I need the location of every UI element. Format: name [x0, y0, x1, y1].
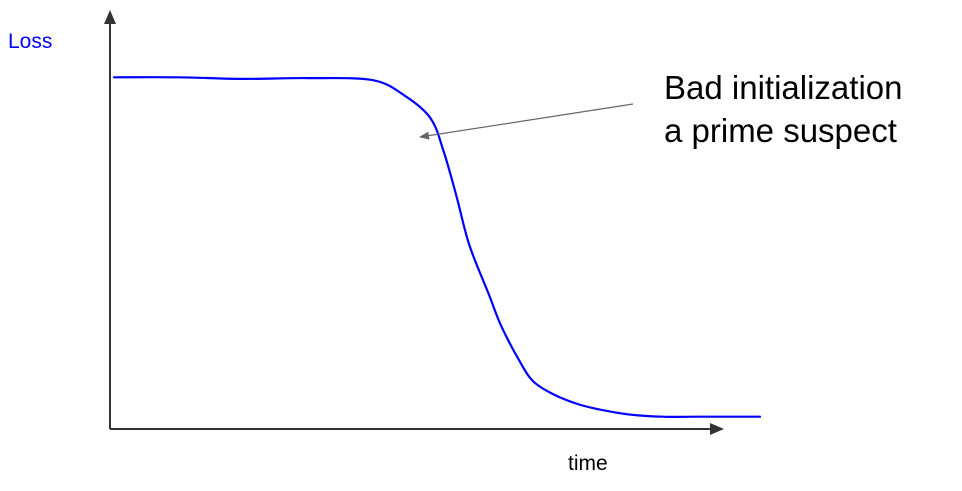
- y-axis-label: Loss: [8, 30, 53, 53]
- annotation-line-1: Bad initialization: [664, 69, 903, 106]
- x-axis-label: time: [568, 452, 608, 475]
- annotation-line-2: a prime suspect: [664, 112, 897, 149]
- loss-curve: [112, 76, 762, 418]
- annotation-text: Bad initialization a prime suspect: [664, 66, 902, 152]
- annotation-arrow: [419, 103, 634, 140]
